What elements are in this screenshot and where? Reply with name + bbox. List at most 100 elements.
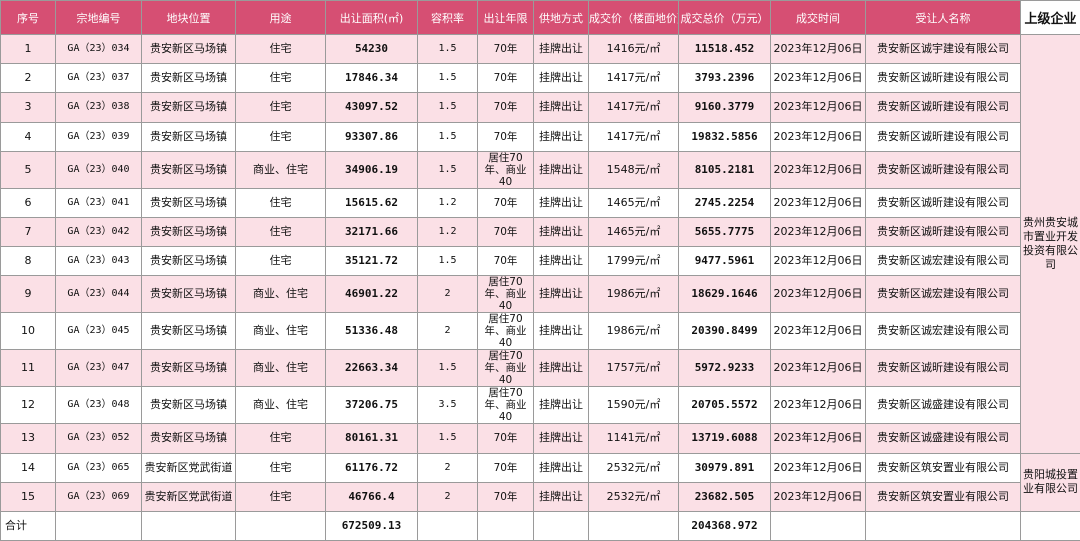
cell-no: 1 [1, 35, 56, 64]
cell-location: 贵安新区党武街道 [142, 453, 236, 482]
cell-code: GA（23）047 [56, 350, 142, 387]
cell-far: 1.5 [418, 247, 478, 276]
cell-location: 贵安新区马场镇 [142, 217, 236, 246]
cell-total-price: 20705.5572 [679, 387, 771, 424]
cell-unit-price: 1986元/㎡ [589, 313, 679, 350]
header-area: 出让面积(㎡) [326, 1, 418, 35]
cell-total-price: 23682.505 [679, 482, 771, 511]
cell-term: 居住70年、商业40 [478, 276, 534, 313]
cell-location: 贵安新区马场镇 [142, 64, 236, 93]
cell-code: GA（23）038 [56, 93, 142, 122]
total-empty [236, 511, 326, 540]
cell-assignee: 贵安新区诚昕建设有限公司 [866, 93, 1021, 122]
cell-far: 1.5 [418, 93, 478, 122]
cell-far: 3.5 [418, 387, 478, 424]
cell-unit-price: 1986元/㎡ [589, 276, 679, 313]
cell-far: 2 [418, 313, 478, 350]
cell-no: 10 [1, 313, 56, 350]
header-code: 宗地编号 [56, 1, 142, 35]
cell-code: GA（23）052 [56, 424, 142, 453]
cell-far: 1.5 [418, 350, 478, 387]
total-empty [866, 511, 1021, 540]
header-no: 序号 [1, 1, 56, 35]
cell-far: 2 [418, 276, 478, 313]
cell-term: 居住70年、商业40 [478, 387, 534, 424]
cell-total-price: 13719.6088 [679, 424, 771, 453]
cell-total-price: 5655.7775 [679, 217, 771, 246]
parent-company-2: 贵阳城投置业有限公司 [1021, 453, 1080, 511]
cell-no: 4 [1, 122, 56, 151]
cell-area: 37206.75 [326, 387, 418, 424]
cell-date: 2023年12月06日 [771, 217, 866, 246]
total-empty [418, 511, 478, 540]
cell-code: GA（23）065 [56, 453, 142, 482]
header-parent: 上级企业 [1021, 1, 1080, 35]
cell-location: 贵安新区马场镇 [142, 93, 236, 122]
cell-no: 7 [1, 217, 56, 246]
cell-total-price: 9160.3779 [679, 93, 771, 122]
cell-location: 贵安新区马场镇 [142, 122, 236, 151]
cell-total-price: 20390.8499 [679, 313, 771, 350]
cell-date: 2023年12月06日 [771, 122, 866, 151]
cell-method: 挂牌出让 [534, 424, 589, 453]
cell-usage: 住宅 [236, 424, 326, 453]
cell-no: 6 [1, 188, 56, 217]
cell-assignee: 贵安新区诚昕建设有限公司 [866, 151, 1021, 188]
cell-area: 35121.72 [326, 247, 418, 276]
cell-usage: 住宅 [236, 453, 326, 482]
cell-code: GA（23）069 [56, 482, 142, 511]
cell-method: 挂牌出让 [534, 313, 589, 350]
cell-total-price: 8105.2181 [679, 151, 771, 188]
cell-total-price: 30979.891 [679, 453, 771, 482]
cell-code: GA（23）042 [56, 217, 142, 246]
cell-term: 70年 [478, 188, 534, 217]
cell-assignee: 贵安新区诚昕建设有限公司 [866, 64, 1021, 93]
cell-area: 22663.34 [326, 350, 418, 387]
cell-assignee: 贵安新区筑安置业有限公司 [866, 453, 1021, 482]
cell-date: 2023年12月06日 [771, 424, 866, 453]
cell-assignee: 贵安新区诚宏建设有限公司 [866, 276, 1021, 313]
cell-total-price: 19832.5856 [679, 122, 771, 151]
cell-assignee: 贵安新区诚宏建设有限公司 [866, 247, 1021, 276]
cell-far: 1.2 [418, 188, 478, 217]
cell-date: 2023年12月06日 [771, 188, 866, 217]
cell-usage: 商业、住宅 [236, 313, 326, 350]
cell-far: 1.5 [418, 35, 478, 64]
cell-location: 贵安新区马场镇 [142, 35, 236, 64]
cell-location: 贵安新区马场镇 [142, 188, 236, 217]
header-location: 地块位置 [142, 1, 236, 35]
cell-no: 5 [1, 151, 56, 188]
cell-far: 1.5 [418, 64, 478, 93]
cell-date: 2023年12月06日 [771, 64, 866, 93]
cell-assignee: 贵安新区诚昕建设有限公司 [866, 188, 1021, 217]
cell-usage: 住宅 [236, 482, 326, 511]
cell-no: 11 [1, 350, 56, 387]
cell-method: 挂牌出让 [534, 217, 589, 246]
cell-unit-price: 1799元/㎡ [589, 247, 679, 276]
cell-term: 70年 [478, 247, 534, 276]
total-price: 204368.972 [679, 511, 771, 540]
cell-method: 挂牌出让 [534, 93, 589, 122]
cell-unit-price: 1465元/㎡ [589, 188, 679, 217]
cell-method: 挂牌出让 [534, 350, 589, 387]
cell-area: 43097.52 [326, 93, 418, 122]
cell-unit-price: 1590元/㎡ [589, 387, 679, 424]
cell-far: 2 [418, 453, 478, 482]
cell-area: 54230 [326, 35, 418, 64]
cell-area: 93307.86 [326, 122, 418, 151]
cell-total-price: 5972.9233 [679, 350, 771, 387]
cell-area: 80161.31 [326, 424, 418, 453]
cell-unit-price: 2532元/㎡ [589, 482, 679, 511]
cell-total-price: 18629.1646 [679, 276, 771, 313]
cell-no: 2 [1, 64, 56, 93]
cell-location: 贵安新区马场镇 [142, 387, 236, 424]
cell-term: 70年 [478, 482, 534, 511]
cell-assignee: 贵安新区筑安置业有限公司 [866, 482, 1021, 511]
cell-unit-price: 1417元/㎡ [589, 93, 679, 122]
cell-far: 1.5 [418, 424, 478, 453]
cell-usage: 住宅 [236, 247, 326, 276]
cell-usage: 商业、住宅 [236, 387, 326, 424]
